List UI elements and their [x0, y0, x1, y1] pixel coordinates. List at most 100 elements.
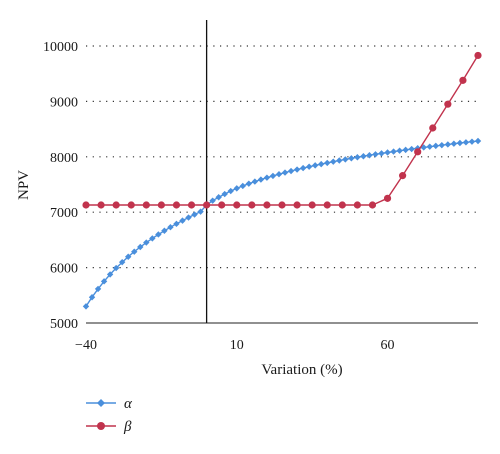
- series-beta-point: [444, 100, 452, 108]
- series-alpha-point: [197, 208, 204, 215]
- series-alpha-point: [372, 151, 379, 158]
- y-tick-labels: 5000 6000 7000 8000 9000 10000: [43, 40, 78, 332]
- x-tick-label: 10: [230, 338, 244, 353]
- series-beta-point: [172, 201, 181, 209]
- series-beta-point: [97, 201, 105, 209]
- series-alpha-point: [245, 180, 253, 187]
- series-alpha-point: [336, 157, 343, 164]
- series-alpha-point: [155, 231, 162, 238]
- series-alpha-point: [131, 248, 138, 255]
- series-alpha-point: [342, 156, 349, 163]
- y-tick-label: 10000: [43, 40, 78, 55]
- series-alpha-point: [149, 235, 156, 242]
- series-alpha-point: [287, 167, 295, 175]
- series-beta-point: [308, 201, 316, 209]
- y-tick-label: 7000: [50, 206, 78, 221]
- series-alpha-point: [233, 185, 240, 192]
- series-beta-point: [112, 201, 120, 209]
- series-alpha-point: [456, 139, 464, 147]
- series-beta-point: [459, 76, 467, 84]
- series-alpha-point: [390, 148, 397, 155]
- legend-item-beta: β: [86, 419, 132, 435]
- y-tick-label: 8000: [50, 151, 78, 166]
- series-alpha-line: [85, 140, 479, 307]
- x-tick-labels: −40 10 60: [75, 338, 394, 353]
- series-beta-point: [248, 201, 256, 209]
- series-alpha-point: [444, 141, 452, 148]
- series-alpha-point: [311, 162, 319, 169]
- series-alpha-point: [474, 137, 482, 145]
- series-alpha-point: [137, 243, 144, 251]
- series-alpha-point: [221, 190, 228, 198]
- series-alpha-point: [305, 163, 313, 170]
- series-alpha-point: [161, 227, 168, 234]
- series-beta-point: [82, 201, 90, 209]
- legend-beta-label: β: [123, 419, 132, 435]
- series-beta-point: [293, 201, 301, 209]
- series-alpha-point: [251, 178, 259, 185]
- series-alpha-point: [269, 172, 277, 180]
- series-beta-point: [429, 124, 437, 132]
- series-alpha-point: [125, 253, 132, 260]
- series-alpha-point: [106, 271, 114, 278]
- series-alpha-point: [450, 140, 458, 147]
- series-beta-point: [187, 201, 196, 209]
- series-alpha-point: [94, 285, 102, 293]
- y-axis-title: NPV: [16, 170, 32, 200]
- series-alpha-point: [257, 176, 265, 183]
- series-beta-point: [142, 201, 150, 209]
- series-beta-point: [278, 201, 286, 209]
- series-beta: [82, 51, 482, 209]
- series-alpha-point: [348, 155, 355, 162]
- series-alpha-point: [239, 182, 246, 190]
- series-alpha-point: [330, 158, 337, 165]
- y-tick-label: 9000: [50, 95, 78, 110]
- x-tick-label: −40: [75, 338, 97, 353]
- series-beta-point: [323, 201, 331, 209]
- series-alpha-point: [468, 138, 476, 145]
- series-beta-point: [368, 201, 377, 209]
- x-axis-title: Variation (%): [261, 362, 342, 378]
- series-beta-point: [338, 201, 346, 209]
- series-beta-point: [474, 51, 482, 60]
- series-beta-point: [383, 194, 392, 202]
- series-alpha-point: [82, 303, 90, 310]
- series-beta-point: [399, 172, 407, 180]
- series-alpha-point: [179, 217, 186, 224]
- series-alpha-point: [215, 194, 222, 201]
- series-beta-point: [353, 201, 361, 209]
- legend-item-alpha: α: [86, 396, 133, 412]
- legend-alpha-label: α: [124, 396, 133, 412]
- series-alpha-point: [275, 170, 283, 178]
- series-beta-point: [218, 201, 226, 209]
- series-alpha-point: [173, 220, 180, 228]
- y-tick-label: 5000: [50, 317, 78, 332]
- series-alpha-point: [360, 153, 367, 160]
- series-alpha-point: [426, 143, 433, 150]
- series-alpha-point: [100, 278, 108, 285]
- series-alpha-point: [384, 149, 391, 156]
- series-alpha-point: [299, 164, 307, 172]
- series-beta-point: [263, 201, 271, 209]
- series-alpha-point: [293, 166, 301, 173]
- series-alpha-point: [167, 224, 174, 231]
- series-alpha-point: [438, 141, 446, 149]
- series-alpha-point: [318, 160, 325, 168]
- series-alpha-point: [143, 239, 150, 246]
- series-alpha-point: [354, 154, 361, 161]
- series-alpha-point: [227, 187, 234, 195]
- series-alpha-point: [396, 147, 403, 154]
- series-alpha-point: [462, 139, 470, 146]
- legend-beta-marker: [97, 422, 105, 430]
- series-beta-line: [86, 55, 479, 206]
- series-alpha-point: [432, 142, 439, 150]
- series-alpha-point: [118, 258, 126, 266]
- series-alpha-point: [263, 174, 271, 181]
- gridlines: [86, 45, 478, 269]
- series-alpha-point: [185, 214, 192, 221]
- y-tick-label: 6000: [50, 262, 78, 277]
- series-alpha-point: [408, 145, 415, 153]
- series-alpha-point: [378, 150, 385, 157]
- series-alpha-point: [88, 294, 96, 301]
